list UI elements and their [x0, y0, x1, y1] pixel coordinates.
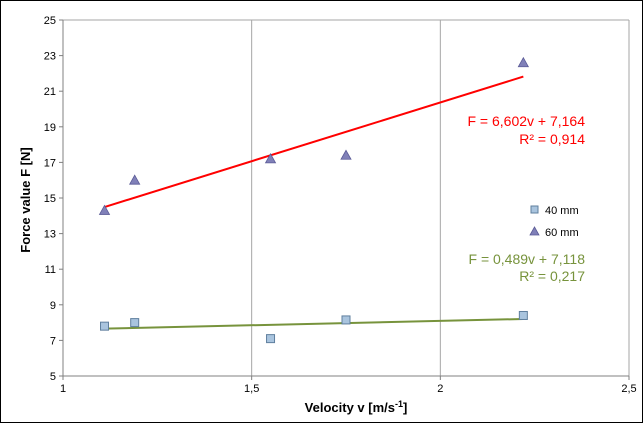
- trendline-40mm: [104, 317, 524, 330]
- y-tick-label: 21: [44, 86, 56, 98]
- x-axis-title: Velocity v [m/s-1]: [305, 399, 408, 415]
- data-point-40mm: [266, 334, 276, 344]
- data-point-40mm: [100, 321, 110, 331]
- y-tick-label: 15: [44, 193, 56, 205]
- y-tick-label: 25: [44, 15, 56, 27]
- x-tick-label: 1,5: [244, 383, 259, 395]
- data-points: [98, 56, 530, 344]
- y-tick-label: 9: [50, 300, 56, 312]
- y-axis-title: Force value F [N]: [18, 147, 33, 252]
- y-tick-label: 11: [45, 264, 56, 276]
- series-60mm-equation: F = 6,602v + 7,164: [467, 113, 585, 129]
- series-40mm-equation: F = 0,489v + 7,118: [469, 251, 586, 267]
- series-40mm-r2: R² = 0,217: [519, 268, 585, 284]
- series-60mm-r2: R² = 0,914: [519, 131, 585, 147]
- data-point-40mm: [341, 315, 351, 325]
- data-point-60mm: [517, 56, 530, 68]
- data-point-60mm: [264, 153, 277, 164]
- data-point-60mm: [340, 149, 352, 160]
- trendlines: [104, 75, 524, 330]
- y-tick-label: 13: [44, 229, 56, 241]
- legend-marker-40mm: [530, 205, 539, 214]
- legend-label-60mm: 60 mm: [545, 227, 579, 239]
- trendline-60mm: [104, 75, 524, 208]
- x-tick-label: 2,5: [621, 383, 636, 395]
- legend-label-40mm: 40 mm: [545, 205, 579, 217]
- x-tick-label: 1: [60, 383, 66, 395]
- y-tick-label: 7: [50, 335, 56, 347]
- y-tick-label: 5: [50, 371, 56, 383]
- y-tick-label: 19: [44, 122, 56, 134]
- data-point-60mm: [98, 204, 111, 215]
- axes: 5 7 9 11 13 15 17 19 21 23 25 1 1,5 2 2,5: [44, 15, 637, 395]
- data-point-40mm: [518, 310, 528, 320]
- legend-marker-60mm: [529, 226, 540, 236]
- data-point-40mm: [130, 318, 140, 328]
- y-tick-label: 17: [44, 157, 56, 169]
- x-tick-label: 2: [437, 383, 443, 395]
- data-point-60mm: [129, 174, 141, 185]
- y-tick-label: 23: [44, 51, 56, 63]
- legend: 40 mm 60 mm: [529, 205, 579, 239]
